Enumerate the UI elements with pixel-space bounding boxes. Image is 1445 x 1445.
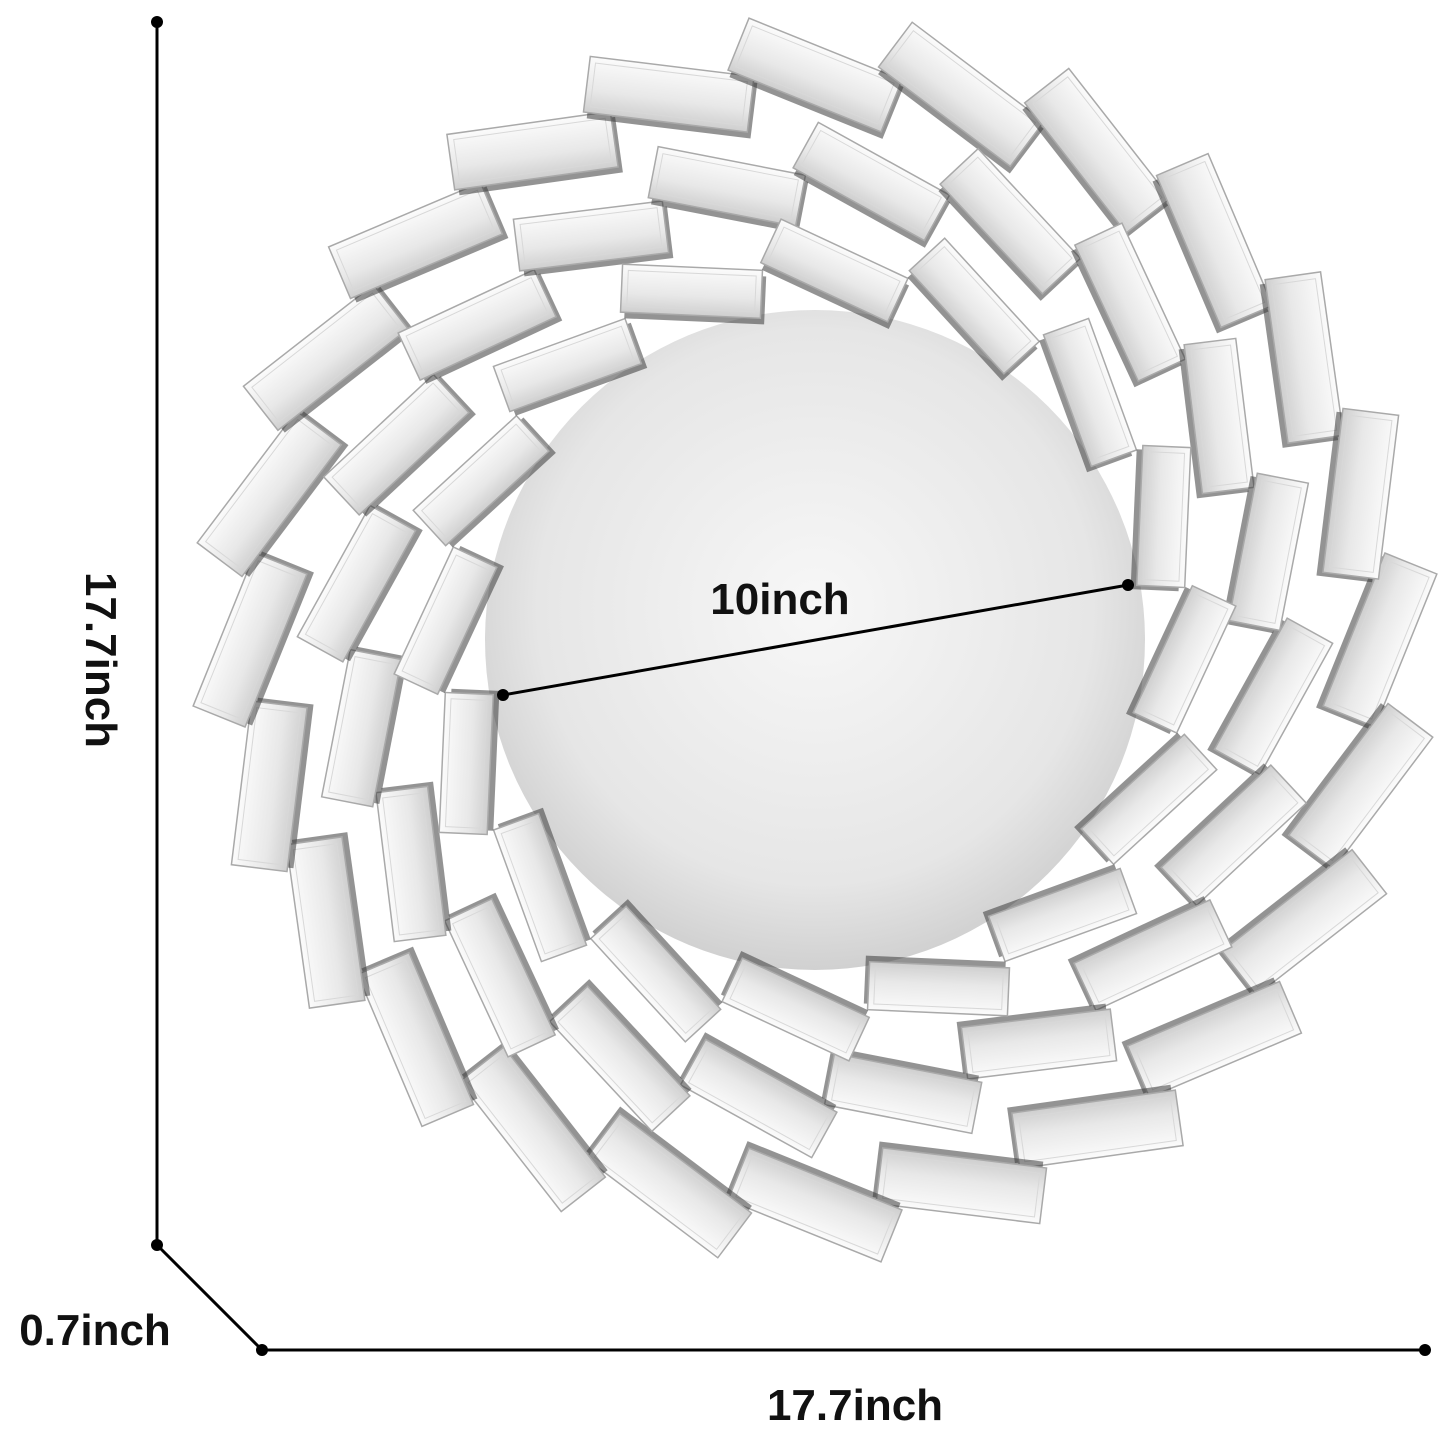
mirror-tile: [548, 979, 692, 1133]
mirror-tile: [720, 951, 871, 1062]
height-label: 17.7inch: [76, 572, 125, 748]
mirror-tile: [296, 504, 423, 663]
mirror-frame-tiles: [192, 17, 1438, 1263]
mirror-tile: [907, 237, 1041, 381]
mirror-tile: [679, 1032, 838, 1159]
depth-dimension-line: [155, 1243, 268, 1356]
mirror-tile: [1126, 584, 1237, 735]
mirror-tile: [443, 892, 559, 1058]
mirror-tile: [821, 1047, 983, 1135]
mirror-tile: [446, 110, 623, 196]
mirror-tile: [982, 864, 1138, 963]
mirror-tile: [438, 688, 500, 836]
mirror-tile: [285, 832, 371, 1009]
mirror-tile: [1281, 702, 1434, 871]
mirror-tile: [192, 551, 314, 728]
mirror-tile: [1130, 444, 1192, 592]
mirror-tile: [1154, 763, 1308, 907]
mirror-tile: [1067, 896, 1233, 1012]
mirror-tile: [375, 781, 452, 943]
mirror-tile: [512, 200, 674, 277]
mirror-tile: [727, 17, 904, 139]
mirror-tile: [327, 181, 509, 303]
mirror-tile: [1121, 977, 1303, 1099]
mirror-tile: [792, 121, 951, 248]
mirror-tile: [242, 283, 415, 433]
mirror-tile: [230, 697, 314, 873]
mirror-tile: [1259, 271, 1345, 448]
mirror-tile: [196, 409, 349, 578]
mirror-tile: [759, 218, 910, 329]
mirror-tile: [412, 414, 556, 548]
mirror-tile: [956, 1003, 1118, 1080]
inner-diameter-line: [497, 579, 1134, 701]
mirror-tile: [938, 147, 1082, 301]
mirror-tile: [1074, 732, 1218, 866]
inner-diameter-label: 10inch: [710, 575, 849, 624]
mirror-tile: [1316, 407, 1400, 583]
mirror-tile: [1207, 617, 1334, 776]
depth-label: 0.7inch: [19, 1306, 171, 1355]
mirror-tile: [1215, 847, 1388, 997]
mirror-tile: [1222, 472, 1310, 634]
mirror-tile: [1178, 337, 1255, 499]
width-label: 17.7inch: [767, 1381, 943, 1430]
mirror-tile: [589, 899, 723, 1043]
mirror-tile: [726, 1141, 903, 1263]
mirror-tile: [322, 373, 476, 517]
mirror-tile: [877, 21, 1046, 174]
mirror-tile: [584, 1106, 753, 1259]
mirror-tile: [320, 646, 408, 808]
mirror-tile: [1022, 67, 1172, 240]
mirror-tile: [1039, 317, 1138, 473]
height-dimension-line: [151, 16, 163, 1251]
mirror-tile: [619, 263, 767, 325]
mirror-tile: [863, 955, 1011, 1017]
mirror-tile: [458, 1040, 608, 1213]
mirror-tile: [647, 145, 809, 233]
mirror-tile: [356, 946, 478, 1128]
mirror-tile: [492, 317, 648, 416]
mirror-tile: [492, 807, 591, 963]
mirror-tile: [872, 1141, 1048, 1225]
mirror-tile: [1007, 1084, 1184, 1170]
mirror-tile: [1071, 222, 1187, 388]
mirror-tile: [1316, 552, 1438, 729]
mirror-tile: [393, 545, 504, 696]
inner-ring-tiles: [393, 218, 1237, 1062]
mirror-tile: [582, 55, 758, 139]
mirror-tile: [397, 268, 563, 384]
width-dimension-line: [262, 1344, 1431, 1356]
mirror-tile: [1152, 152, 1274, 334]
